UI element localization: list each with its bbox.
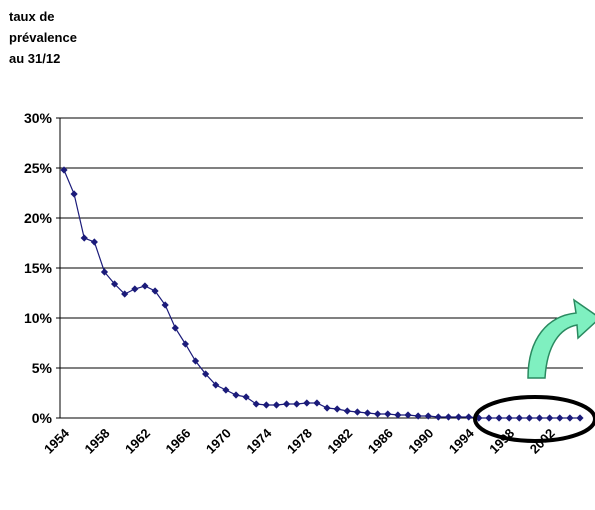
series-line bbox=[60, 166, 584, 422]
data-point bbox=[556, 414, 564, 422]
x-tick-label: 1958 bbox=[82, 426, 113, 457]
data-point bbox=[272, 401, 281, 409]
data-point bbox=[141, 282, 149, 290]
data-point bbox=[323, 404, 331, 412]
x-tick-label: 1986 bbox=[365, 426, 396, 457]
x-tick-label: 1978 bbox=[284, 426, 315, 457]
data-point bbox=[546, 414, 554, 422]
data-point bbox=[282, 400, 291, 408]
data-point bbox=[131, 285, 139, 293]
data-point bbox=[353, 408, 362, 416]
data-point bbox=[181, 340, 190, 348]
data-point bbox=[212, 381, 220, 389]
data-point bbox=[90, 238, 98, 246]
data-point bbox=[121, 290, 129, 298]
x-tick-label: 1990 bbox=[405, 426, 436, 457]
data-point bbox=[384, 410, 392, 418]
data-point bbox=[505, 414, 513, 422]
data-point bbox=[60, 166, 68, 174]
grid-lines bbox=[60, 117, 583, 369]
data-point bbox=[404, 411, 412, 419]
y-tick-label: 5% bbox=[32, 360, 53, 376]
data-point bbox=[535, 414, 544, 422]
y-tick-label: 20% bbox=[24, 210, 53, 226]
y-tick-label: 0% bbox=[32, 410, 53, 426]
data-point bbox=[424, 412, 432, 420]
data-point bbox=[202, 370, 210, 378]
data-point bbox=[525, 414, 534, 422]
curved-arrow bbox=[527, 298, 595, 379]
data-point bbox=[495, 414, 503, 422]
y-tick-label: 15% bbox=[24, 260, 53, 276]
data-point bbox=[80, 234, 88, 242]
data-point bbox=[222, 386, 230, 394]
data-point bbox=[110, 280, 119, 288]
data-point bbox=[414, 412, 422, 420]
data-point bbox=[515, 414, 523, 422]
data-point bbox=[161, 301, 169, 309]
data-point bbox=[333, 405, 341, 413]
data-point bbox=[434, 413, 442, 421]
x-tick-label: 1966 bbox=[162, 426, 193, 457]
x-tick-label: 1954 bbox=[41, 425, 73, 457]
data-point bbox=[566, 414, 574, 422]
data-point bbox=[343, 407, 351, 415]
y-tick-labels: 0% 5% 10% 15% 20% 25% 30% bbox=[24, 110, 53, 426]
x-tick-label: 1962 bbox=[122, 426, 153, 457]
data-point bbox=[576, 414, 584, 422]
data-point bbox=[70, 190, 78, 198]
data-point bbox=[465, 413, 473, 421]
data-point bbox=[100, 268, 109, 276]
data-point bbox=[394, 411, 402, 419]
data-point bbox=[252, 400, 260, 408]
data-point bbox=[232, 391, 240, 399]
x-tick-label: 1982 bbox=[324, 426, 355, 457]
data-point bbox=[293, 400, 301, 408]
y-tick-label: 30% bbox=[24, 110, 53, 126]
data-point bbox=[374, 410, 382, 418]
x-tick-label: 1974 bbox=[243, 425, 275, 457]
data-point bbox=[151, 287, 159, 295]
series-line-path bbox=[63, 169, 580, 419]
y-tick-label: 10% bbox=[24, 310, 53, 326]
data-point bbox=[191, 357, 200, 365]
y-tick-label: 25% bbox=[24, 160, 53, 176]
x-tick-label: 1970 bbox=[203, 426, 234, 457]
data-point bbox=[262, 401, 270, 409]
annotations bbox=[473, 298, 595, 443]
data-point bbox=[363, 409, 372, 417]
data-point bbox=[444, 413, 453, 421]
data-point bbox=[313, 399, 321, 407]
data-point bbox=[242, 393, 250, 401]
data-point bbox=[171, 324, 179, 332]
data-point bbox=[485, 414, 493, 422]
x-tick-label: 1994 bbox=[446, 425, 478, 457]
data-point bbox=[303, 399, 311, 407]
y-axis-label: taux de prévalence au 31/12 bbox=[9, 9, 77, 66]
highlight-ellipse bbox=[473, 395, 595, 443]
data-point bbox=[454, 413, 463, 421]
